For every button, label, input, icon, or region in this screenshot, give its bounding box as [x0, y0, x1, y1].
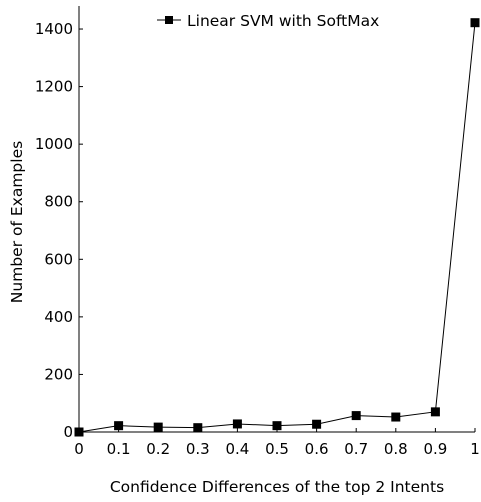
data-point-square — [470, 18, 480, 28]
y-tick-label: 1000 — [35, 135, 73, 153]
y-tick-label: 1400 — [35, 20, 73, 38]
data-point-square — [114, 421, 124, 431]
axes — [78, 6, 475, 433]
data-point-square — [351, 411, 361, 421]
y-axis-ticks: 0 200 400 600 800 1000 1200 1400 — [35, 20, 83, 441]
x-tick-label: 0.3 — [186, 440, 210, 458]
data-point-square — [312, 419, 322, 429]
x-tick-label: 0.8 — [384, 440, 408, 458]
x-tick-label: 0.6 — [305, 440, 329, 458]
series-line — [78, 22, 476, 433]
x-tick-label: 0.2 — [146, 440, 170, 458]
x-axis-ticks: 0 0.1 0.2 0.3 0.4 0.5 0.6 0.7 0.8 0.9 1 — [74, 428, 480, 458]
y-axis-title: Number of Examples — [8, 141, 26, 303]
data-point-square — [391, 412, 401, 422]
legend: Linear SVM with SoftMax — [157, 12, 379, 30]
x-axis-title: Confidence Differences of the top 2 Inte… — [110, 478, 444, 496]
data-point-square — [193, 423, 203, 433]
y-tick-label: 0 — [63, 423, 73, 441]
series-layer — [74, 18, 480, 437]
y-tick-label: 1200 — [35, 78, 73, 96]
y-tick-label: 800 — [44, 193, 73, 211]
x-tick-label: 0.1 — [107, 440, 131, 458]
legend-entry-label: Linear SVM with SoftMax — [187, 12, 379, 30]
x-tick-label: 0 — [74, 440, 84, 458]
x-tick-label: 0.4 — [225, 440, 249, 458]
data-point-square — [232, 419, 242, 429]
data-point-square — [430, 407, 440, 417]
data-point-square — [272, 421, 282, 431]
y-tick-label: 200 — [44, 365, 73, 383]
y-tick-label: 600 — [44, 250, 73, 268]
data-point-square — [153, 422, 163, 432]
x-tick-label: 0.5 — [265, 440, 289, 458]
x-tick-label: 1 — [470, 440, 480, 458]
legend-marker-square — [165, 16, 173, 24]
data-point-square — [74, 427, 84, 437]
y-tick-label: 400 — [44, 308, 73, 326]
x-tick-label: 0.7 — [344, 440, 368, 458]
x-tick-label: 0.9 — [423, 440, 447, 458]
